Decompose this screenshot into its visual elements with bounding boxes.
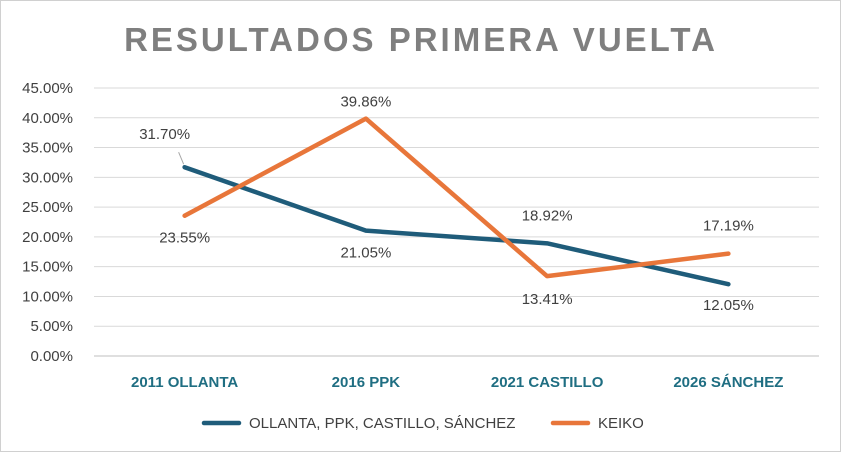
y-axis: 0.00% 5.00% 10.00% 15.00% 20.00% 25.00% 30.00%… [22,80,73,365]
x-tick-label: 2021 CASTILLO [491,374,604,391]
series-line-2 [182,116,731,279]
data-label-leader [178,152,185,165]
data-label: 23.55% [159,230,210,247]
data-labels: 31.70% 21.05% 18.92% 12.05% 23.55% 39.86% 13.4… [139,94,754,315]
data-label: 13.41% [522,291,573,308]
data-label: 39.86% [340,94,391,111]
y-tick-label: 15.00% [22,259,73,276]
y-tick-label: 40.00% [22,110,73,127]
data-label: 21.05% [340,245,391,262]
y-tick-label: 20.00% [22,229,73,246]
data-label: 31.70% [139,126,190,143]
y-tick-label: 25.00% [22,199,73,216]
x-tick-label: 2016 PPK [332,374,401,391]
y-tick-label: 45.00% [22,80,73,97]
chart-title: RESULTADOS PRIMERA VUELTA [124,21,718,58]
legend-label: KEIKO [598,415,644,432]
data-label: 12.05% [703,297,754,314]
legend: OLLANTA, PPK, CASTILLO, SÁNCHEZ KEIKO [201,415,644,432]
y-tick-label: 5.00% [30,318,73,335]
data-label: 18.92% [522,207,573,224]
y-tick-label: 35.00% [22,140,73,157]
legend-label: OLLANTA, PPK, CASTILLO, SÁNCHEZ [249,415,515,432]
series-lines [182,116,731,287]
y-tick-label: 30.00% [22,169,73,186]
y-tick-label: 0.00% [30,348,73,365]
x-axis: 2011 OLLANTA 2016 PPK 2021 CASTILLO 2026 SÁ… [131,374,783,391]
x-tick-label: 2011 OLLANTA [131,374,238,391]
y-tick-label: 10.00% [22,288,73,305]
x-tick-label: 2026 SÁNCHEZ [673,374,783,391]
data-label: 17.19% [703,218,754,235]
